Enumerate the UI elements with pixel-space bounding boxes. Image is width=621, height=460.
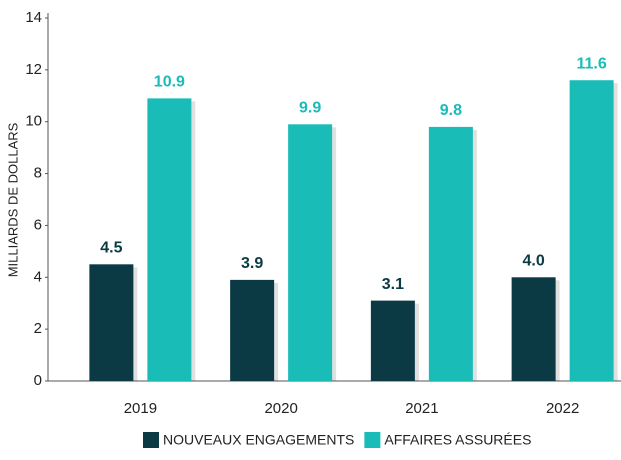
value-label: 4.0 [523,253,545,270]
bar [230,279,275,381]
y-axis-label: MILLIARDS DE DOLLARS [5,122,20,277]
x-tick-label: 2022 [546,400,579,417]
y-tick-label: 6 [34,216,42,233]
x-tick-label: 2021 [405,400,438,417]
y-tick-label: 10 [25,113,42,130]
value-label: 9.9 [299,100,321,117]
legend-swatch [364,432,381,448]
y-tick-label: 0 [34,372,42,389]
value-label: 9.8 [440,102,462,119]
y-tick-label: 4 [34,268,42,285]
value-label: 3.9 [241,255,263,272]
y-tick-label: 2 [34,320,42,337]
value-label: 11.6 [576,55,606,72]
x-tick-label: 2020 [264,400,297,417]
value-label: 4.5 [100,240,122,257]
bar [511,277,556,381]
bar [569,80,614,381]
y-tick-label: 12 [25,61,42,78]
value-label: 3.1 [382,276,404,293]
bar [288,124,333,382]
legend-swatch [143,432,159,448]
bar [89,264,134,381]
y-tick-label: 8 [34,165,42,182]
bar [370,300,415,381]
value-label: 10.9 [154,74,185,91]
bar [428,126,473,382]
legend-label: AFFAIRES ASSURÉES [384,432,531,448]
legend-label: NOUVEAUX ENGAGEMENTS [163,432,354,448]
y-tick-label: 14 [25,9,42,26]
bar [147,98,192,381]
x-tick-label: 2019 [124,400,157,417]
